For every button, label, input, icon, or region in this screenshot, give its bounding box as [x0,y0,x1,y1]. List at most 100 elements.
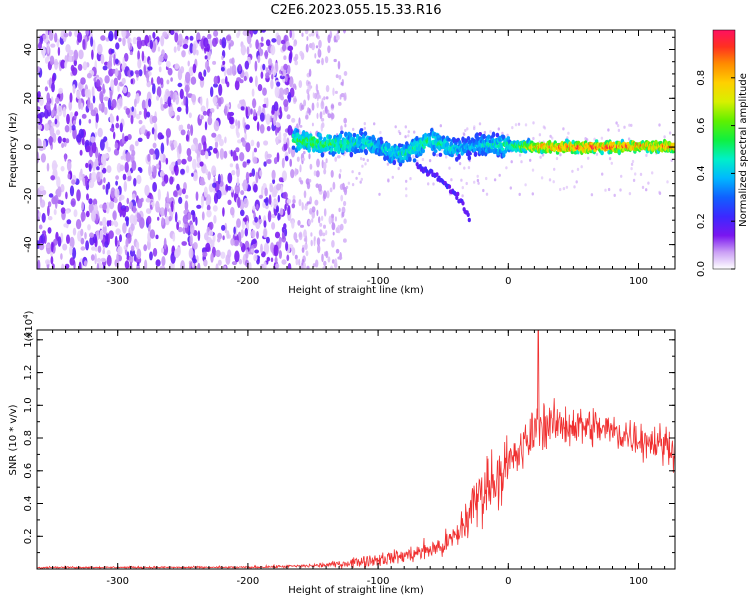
speck-blob [407,134,410,138]
noise-blob [69,123,72,134]
noise-blob [208,221,214,230]
noise-blob [240,209,245,217]
noise-blob [271,169,276,180]
noise-blob [124,161,129,173]
noise-blob [113,220,118,226]
noise-blob [185,104,189,115]
noise-blob [257,256,260,262]
noise-blob [91,210,96,222]
speck-blob [498,173,501,177]
noise-blob [161,49,165,58]
noise-blob [92,198,98,206]
noise-blob [39,111,45,118]
faint-noise-blob [306,36,309,41]
speck-blob [364,162,367,166]
noise-blob [57,186,62,198]
noise-blob [54,118,58,125]
y-tick-label: 0.4 [23,496,34,512]
noise-blob [39,185,45,192]
noise-blob [257,55,261,63]
noise-blob [177,106,182,112]
signal-blob [466,136,471,142]
noise-blob [168,215,172,222]
faint-noise-blob [337,60,341,70]
noise-blob [119,164,125,172]
noise-blob [60,207,66,214]
noise-blob [243,197,249,209]
noise-blob [50,175,56,181]
noise-blob [116,115,119,122]
noise-blob [102,83,105,93]
faint-noise-blob [299,164,302,173]
noise-blob [283,88,289,95]
noise-blob [203,186,208,198]
noise-blob [219,148,225,160]
noise-blob [281,259,287,265]
noise-blob [176,158,182,165]
noise-blob [204,121,208,131]
noise-blob [184,200,189,212]
noise-blob [227,172,233,184]
noise-blob [255,75,258,88]
speck-blob [352,127,355,131]
noise-blob [278,130,282,140]
faint-noise-blob [308,219,312,225]
noise-blob [54,58,59,70]
faint-noise-blob [340,194,344,202]
noise-blob [287,125,293,136]
noise-blob [180,168,185,175]
speck-blob [445,155,448,159]
noise-blob [283,99,289,108]
noise-blob [255,171,259,184]
noise-blob [115,180,118,186]
speck-blob [387,178,390,182]
faint-noise-blob [300,104,305,110]
noise-blob [220,67,225,72]
faint-noise-blob [323,260,327,267]
noise-blob [195,191,199,201]
noise-blob [102,203,108,211]
noise-blob [136,174,142,185]
noise-blob [146,111,151,118]
noise-blob [266,153,272,159]
noise-blob [182,214,189,225]
faint-noise-blob [313,237,316,247]
noise-blob [152,142,157,149]
noise-blob [287,91,292,103]
faint-noise-blob [316,59,321,64]
noise-blob [45,243,51,249]
noise-blob [259,170,263,177]
noise-blob [123,52,129,62]
noise-blob [229,124,235,130]
noise-blob [39,96,44,106]
noise-blob [60,165,65,172]
noise-blob [192,158,197,171]
noise-blob [221,55,224,61]
noise-blob [163,54,168,60]
noise-blob [101,167,107,174]
x-tick-label: -200 [237,576,260,587]
noise-blob [262,63,266,71]
noise-blob [44,109,49,119]
faint-noise-blob [311,42,315,51]
speck-blob [641,185,645,189]
signal-blob [506,136,511,140]
noise-blob [265,159,272,164]
noise-blob [108,230,114,240]
noise-blob [188,66,194,77]
noise-blob [72,84,76,94]
noise-blob [166,90,171,97]
speck-blob [345,185,349,189]
noise-blob [68,100,73,111]
noise-blob [272,186,278,197]
speck-blob [448,166,451,170]
noise-blob [269,184,274,193]
noise-blob [71,67,78,76]
noise-blob [280,95,285,101]
noise-blob [224,136,227,144]
noise-blob [44,123,50,131]
noise-blob [187,123,191,130]
signal-blob [457,153,461,160]
noise-blob [86,193,89,201]
faint-noise-blob [298,231,303,241]
